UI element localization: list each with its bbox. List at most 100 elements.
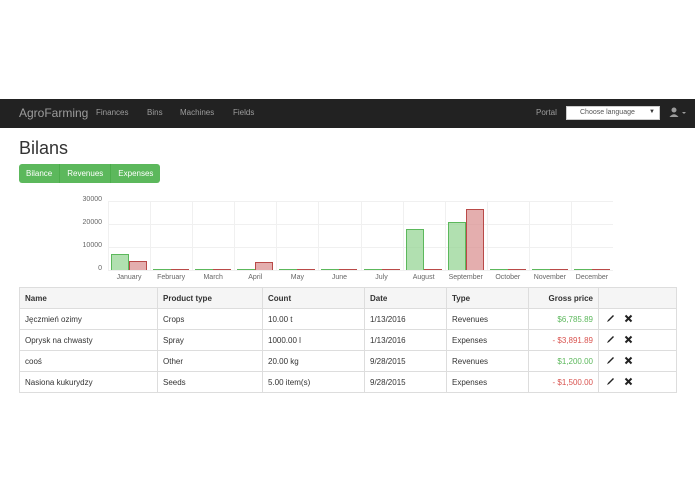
count-cell: 10.00 t bbox=[262, 308, 365, 330]
revenue-bar[interactable] bbox=[279, 268, 298, 270]
expense-bar[interactable] bbox=[255, 261, 274, 270]
nav-machines[interactable]: Machines bbox=[180, 108, 215, 117]
col-type[interactable]: Type bbox=[446, 287, 529, 309]
edit-icon[interactable] bbox=[604, 377, 616, 388]
gridline bbox=[234, 201, 236, 270]
x-tick-label: July bbox=[375, 274, 388, 281]
table-row: Nasiona kukurydzy Seeds 5.00 item(s) 9/28/2… bbox=[19, 371, 677, 393]
x-tick-label: November bbox=[533, 274, 567, 281]
product-type-cell: Seeds bbox=[157, 371, 263, 393]
product-type-cell: Other bbox=[157, 350, 263, 372]
type-cell: Revenues bbox=[446, 308, 529, 330]
edit-icon[interactable] bbox=[604, 356, 616, 367]
gridline bbox=[486, 201, 488, 270]
col-product-type[interactable]: Product type bbox=[157, 287, 263, 309]
gross-price-cell: - $3,891.89 bbox=[528, 329, 599, 351]
revenue-bar[interactable] bbox=[447, 221, 466, 270]
y-tick-label: 30000 bbox=[82, 196, 102, 203]
date-cell: 9/28/2015 bbox=[364, 371, 447, 393]
expense-bar[interactable] bbox=[129, 261, 148, 270]
type-cell: Expenses bbox=[446, 329, 529, 351]
date-cell: 1/13/2016 bbox=[364, 308, 447, 330]
x-tick-label: May bbox=[290, 274, 304, 281]
expense-bar[interactable] bbox=[465, 209, 484, 270]
gridline bbox=[444, 201, 446, 270]
revenue-bar[interactable] bbox=[489, 268, 508, 270]
revenue-bar[interactable] bbox=[153, 268, 172, 270]
transactions-table: Name Product type Count Date Type Gross … bbox=[19, 287, 677, 393]
y-tick-label: 0 bbox=[98, 265, 102, 272]
nav-fields[interactable]: Fields bbox=[233, 108, 255, 117]
expense-bar[interactable] bbox=[339, 268, 358, 270]
revenue-bar[interactable] bbox=[237, 268, 256, 270]
product-type-cell: Spray bbox=[157, 329, 263, 351]
x-tick-label: October bbox=[495, 274, 521, 281]
edit-icon[interactable] bbox=[604, 335, 616, 346]
x-tick-label: March bbox=[203, 274, 223, 281]
expense-bar[interactable] bbox=[507, 268, 526, 270]
col-actions bbox=[598, 287, 677, 309]
portal-link[interactable]: Portal bbox=[536, 108, 557, 117]
gridline bbox=[528, 201, 530, 270]
col-count[interactable]: Count bbox=[262, 287, 365, 309]
y-tick-label: 20000 bbox=[82, 219, 102, 226]
x-tick-label: January bbox=[116, 274, 142, 281]
revenue-bar[interactable] bbox=[531, 268, 550, 270]
revenue-bar[interactable] bbox=[321, 268, 340, 270]
x-tick-label: June bbox=[331, 274, 348, 281]
user-icon bbox=[669, 107, 686, 117]
tab-bilance[interactable]: Bilance bbox=[19, 164, 61, 183]
language-select[interactable]: Choose language ▼ bbox=[566, 106, 660, 120]
name-cell: cooś bbox=[19, 350, 158, 372]
table-row: cooś Other 20.00 kg 9/28/2015 Revenues $1,200… bbox=[19, 350, 677, 372]
delete-icon[interactable] bbox=[622, 335, 634, 346]
nav-finances[interactable]: Finances bbox=[96, 108, 129, 117]
bilans-bar-chart: 30000 20000 10000 0 January February March Apri… bbox=[0, 190, 695, 285]
delete-icon[interactable] bbox=[622, 377, 634, 388]
type-cell: Expenses bbox=[446, 371, 529, 393]
expense-bar[interactable] bbox=[297, 268, 316, 270]
delete-icon[interactable] bbox=[622, 314, 634, 325]
col-gross-price[interactable]: Gross price bbox=[528, 287, 599, 309]
count-cell: 20.00 kg bbox=[262, 350, 365, 372]
actions-cell bbox=[598, 350, 677, 372]
gridline bbox=[360, 201, 362, 270]
gridline bbox=[108, 201, 109, 270]
nav-bins[interactable]: Bins bbox=[147, 108, 163, 117]
expense-bar[interactable] bbox=[171, 268, 190, 270]
brand-link[interactable]: AgroFarming bbox=[19, 106, 89, 120]
gridline bbox=[276, 201, 278, 270]
expense-bar[interactable] bbox=[591, 268, 610, 270]
edit-icon[interactable] bbox=[604, 314, 616, 325]
gross-price-cell: $6,785.89 bbox=[528, 308, 599, 330]
revenue-bar[interactable] bbox=[111, 254, 130, 270]
count-cell: 5.00 item(s) bbox=[262, 371, 365, 393]
type-cell: Revenues bbox=[446, 350, 529, 372]
expense-bar[interactable] bbox=[381, 268, 400, 270]
table-header-row: Name Product type Count Date Type Gross … bbox=[19, 287, 677, 309]
actions-cell bbox=[598, 371, 677, 393]
expense-bar[interactable] bbox=[549, 268, 568, 270]
delete-icon[interactable] bbox=[622, 356, 634, 367]
revenue-bar[interactable] bbox=[573, 268, 592, 270]
y-tick-label: 10000 bbox=[82, 242, 102, 249]
table-row: Jęczmień ozimy Crops 10.00 t 1/13/2016 Reven… bbox=[19, 308, 677, 330]
caret-down-icon: ▼ bbox=[649, 109, 655, 115]
col-date[interactable]: Date bbox=[364, 287, 447, 309]
gridline bbox=[150, 201, 152, 270]
tab-revenues[interactable]: Revenues bbox=[60, 164, 112, 183]
user-menu[interactable] bbox=[668, 106, 690, 120]
revenue-bar[interactable] bbox=[363, 268, 382, 270]
col-name[interactable]: Name bbox=[19, 287, 158, 309]
revenue-bar[interactable] bbox=[195, 268, 214, 270]
tab-expenses[interactable]: Expenses bbox=[111, 164, 161, 183]
gridline bbox=[402, 201, 404, 270]
gridline bbox=[192, 201, 194, 270]
gross-price-cell: - $1,500.00 bbox=[528, 371, 599, 393]
gridline bbox=[570, 201, 572, 270]
revenue-bar[interactable] bbox=[405, 229, 424, 270]
gross-price-cell: $1,200.00 bbox=[528, 350, 599, 372]
expense-bar[interactable] bbox=[423, 268, 442, 270]
expense-bar[interactable] bbox=[213, 268, 232, 270]
date-cell: 1/13/2016 bbox=[364, 329, 447, 351]
